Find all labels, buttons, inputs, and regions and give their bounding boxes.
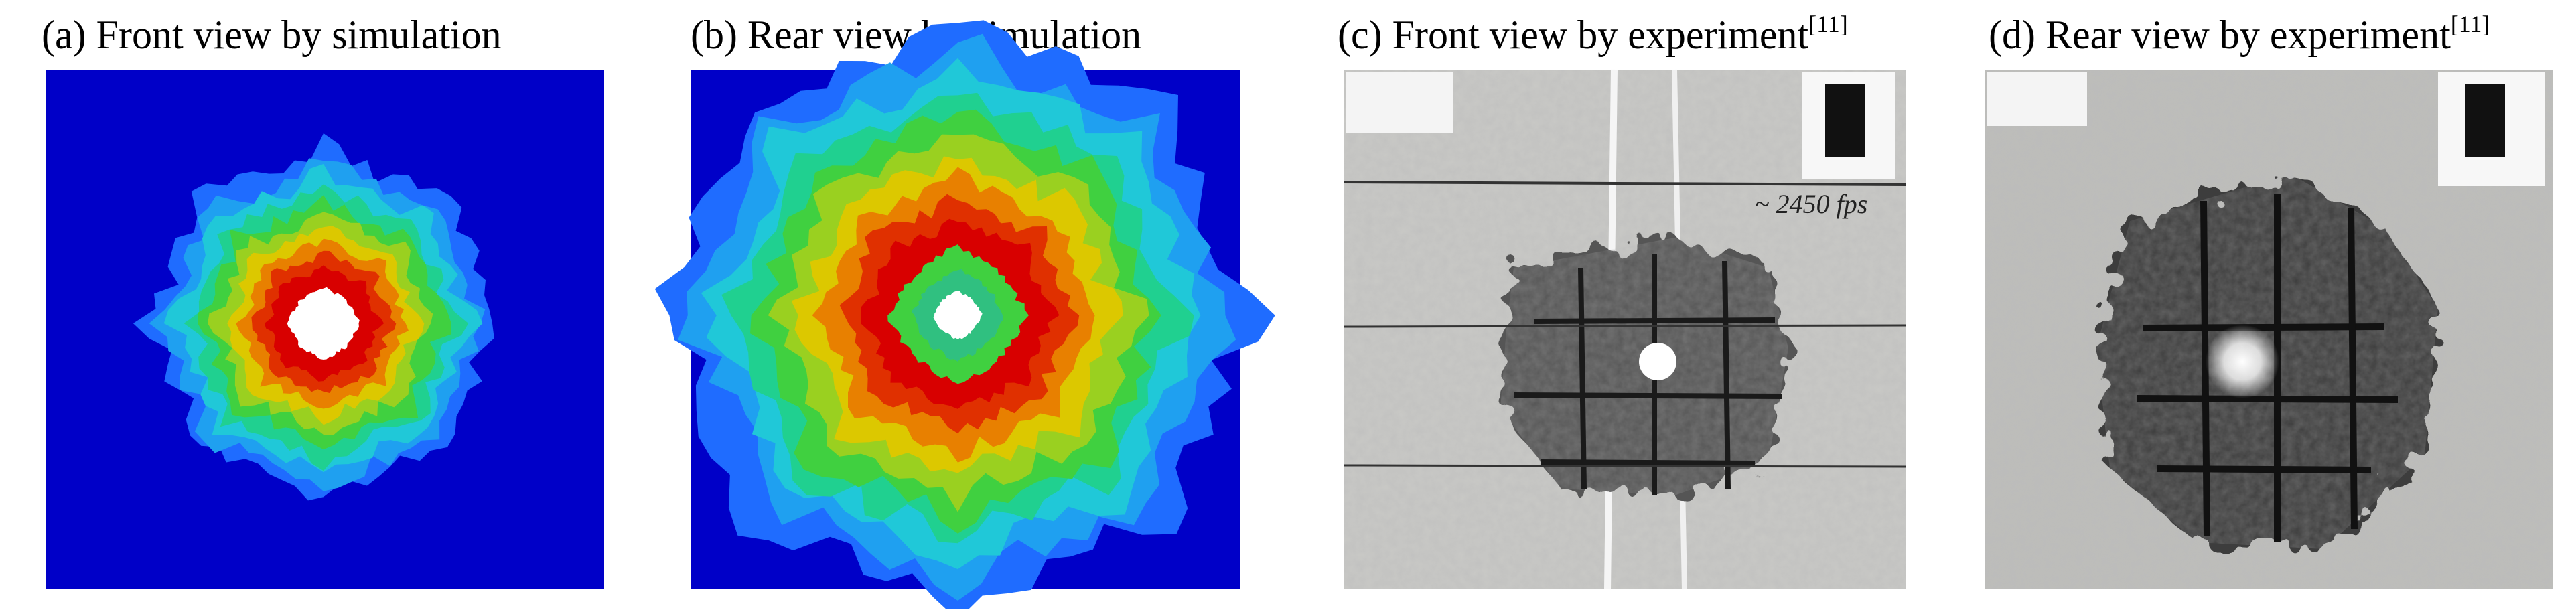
photo-rear [1985,70,2553,589]
caption: (d) Rear view by experiment[11] [1989,11,2490,57]
photo-front: ~ 2450 fps [1344,69,1906,590]
caption-text: (d) Rear view by experiment [1989,13,2451,57]
contour-band [287,287,360,360]
damage-contour [133,133,494,501]
contour-band [933,291,983,340]
annotation: ~ 2450 fps [1755,189,1867,219]
caption: (a) Front view by simulation [42,13,502,57]
caption-text: (c) Front view by experiment [1338,13,1808,57]
citation: [11] [2451,11,2490,37]
citation: [11] [1808,11,1848,37]
damage-contour [654,20,1275,612]
caption: (c) Front view by experiment[11] [1338,11,1848,57]
